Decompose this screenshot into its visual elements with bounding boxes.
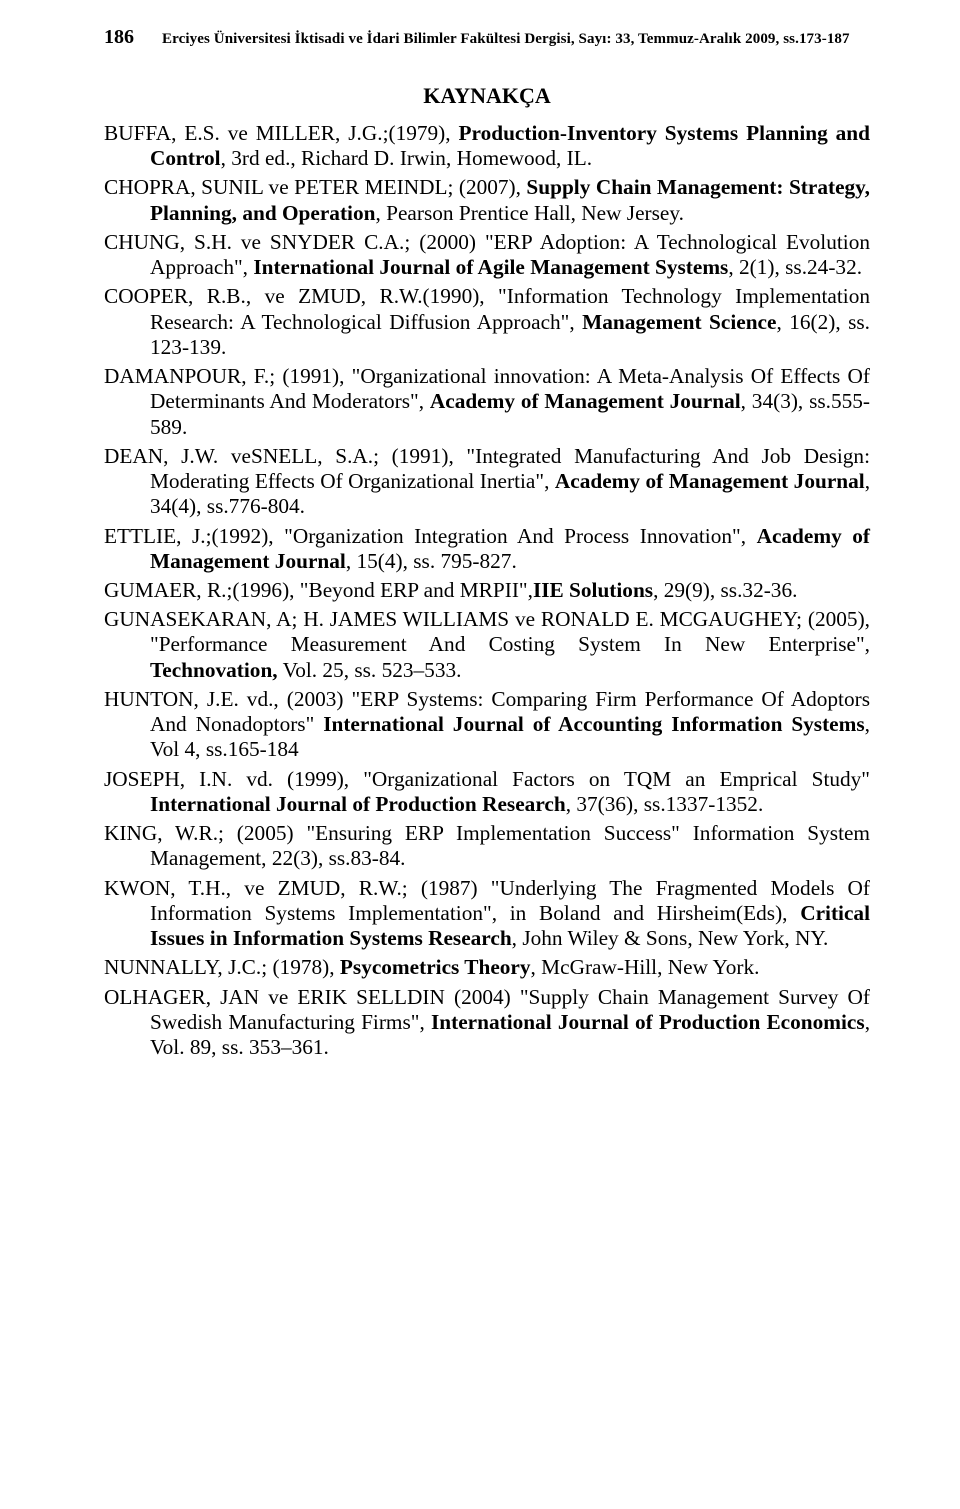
reference-item: GUNASEKARAN, A; H. JAMES WILLIAMS ve RON… [104, 607, 870, 683]
ref-title-bold: International Journal of Accounting Info… [323, 712, 864, 736]
reference-item: COOPER, R.B., ve ZMUD, R.W.(1990), "Info… [104, 284, 870, 360]
ref-text: KWON, T.H., ve ZMUD, R.W.; (1987) "Under… [104, 876, 870, 925]
ref-text: KING, W.R.; (2005) "Ensuring ERP Impleme… [104, 821, 870, 870]
reference-item: NUNNALLY, J.C.; (1978), Psycometrics The… [104, 955, 870, 980]
ref-title-bold: International Journal of Agile Managemen… [253, 255, 728, 279]
ref-text: , 29(9), ss.32-36. [653, 578, 797, 602]
reference-item: HUNTON, J.E. vd., (2003) "ERP Systems: C… [104, 687, 870, 763]
ref-title-bold: Academy of Management Journal [555, 469, 865, 493]
ref-text: , John Wiley & Sons, New York, NY. [512, 926, 829, 950]
reference-item: OLHAGER, JAN ve ERIK SELLDIN (2004) "Sup… [104, 985, 870, 1061]
reference-item: GUMAER, R.;(1996), "Beyond ERP and MRPII… [104, 578, 870, 603]
ref-text: ETTLIE, J.;(1992), "Organization Integra… [104, 524, 757, 548]
ref-text: CHOPRA, SUNIL ve PETER MEINDL; (2007), [104, 175, 526, 199]
running-head: 186 Erciyes Üniversitesi İktisadi ve İda… [104, 26, 870, 49]
ref-text: GUNASEKARAN, A; H. JAMES WILLIAMS ve RON… [104, 607, 870, 656]
ref-title-bold: Academy of Management Journal [430, 389, 741, 413]
reference-item: ETTLIE, J.;(1992), "Organization Integra… [104, 524, 870, 574]
ref-text: , McGraw-Hill, New York. [531, 955, 760, 979]
references: BUFFA, E.S. ve MILLER, J.G.;(1979), Prod… [104, 121, 870, 1060]
ref-title-bold: IIE Solutions [533, 578, 653, 602]
reference-item: JOSEPH, I.N. vd. (1999), "Organizational… [104, 767, 870, 817]
ref-text: , 3rd ed., Richard D. Irwin, Homewood, I… [221, 146, 592, 170]
ref-text: , 37(36), ss.1337-1352. [566, 792, 764, 816]
reference-item: KING, W.R.; (2005) "Ensuring ERP Impleme… [104, 821, 870, 871]
ref-title-bold: Psycometrics Theory [340, 955, 531, 979]
ref-title-bold: Technovation, [150, 658, 278, 682]
journal-header: Erciyes Üniversitesi İktisadi ve İdari B… [162, 31, 850, 48]
ref-title-bold: International Journal of Production Econ… [431, 1010, 865, 1034]
reference-item: DAMANPOUR, F.; (1991), "Organizational i… [104, 364, 870, 440]
ref-title-bold: Management Science [582, 310, 776, 334]
ref-text: GUMAER, R.;(1996), "Beyond ERP and MRPII… [104, 578, 533, 602]
ref-text: JOSEPH, I.N. vd. (1999), "Organizational… [104, 767, 870, 791]
reference-item: KWON, T.H., ve ZMUD, R.W.; (1987) "Under… [104, 876, 870, 952]
page: 186 Erciyes Üniversitesi İktisadi ve İda… [0, 0, 960, 1509]
ref-text: , 15(4), ss. 795-827. [346, 549, 517, 573]
ref-title-bold: International Journal of Production Rese… [150, 792, 566, 816]
ref-text: , Pearson Prentice Hall, New Jersey. [375, 201, 684, 225]
section-title: KAYNAKÇA [104, 83, 870, 109]
ref-text: BUFFA, E.S. ve MILLER, J.G.;(1979), [104, 121, 459, 145]
reference-item: CHUNG, S.H. ve SNYDER C.A.; (2000) "ERP … [104, 230, 870, 280]
reference-item: BUFFA, E.S. ve MILLER, J.G.;(1979), Prod… [104, 121, 870, 171]
ref-text: Vol. 25, ss. 523–533. [278, 658, 462, 682]
reference-item: CHOPRA, SUNIL ve PETER MEINDL; (2007), S… [104, 175, 870, 225]
ref-text: , 2(1), ss.24-32. [728, 255, 862, 279]
reference-item: DEAN, J.W. veSNELL, S.A.; (1991), "Integ… [104, 444, 870, 520]
ref-text: NUNNALLY, J.C.; (1978), [104, 955, 340, 979]
page-number: 186 [104, 26, 134, 49]
